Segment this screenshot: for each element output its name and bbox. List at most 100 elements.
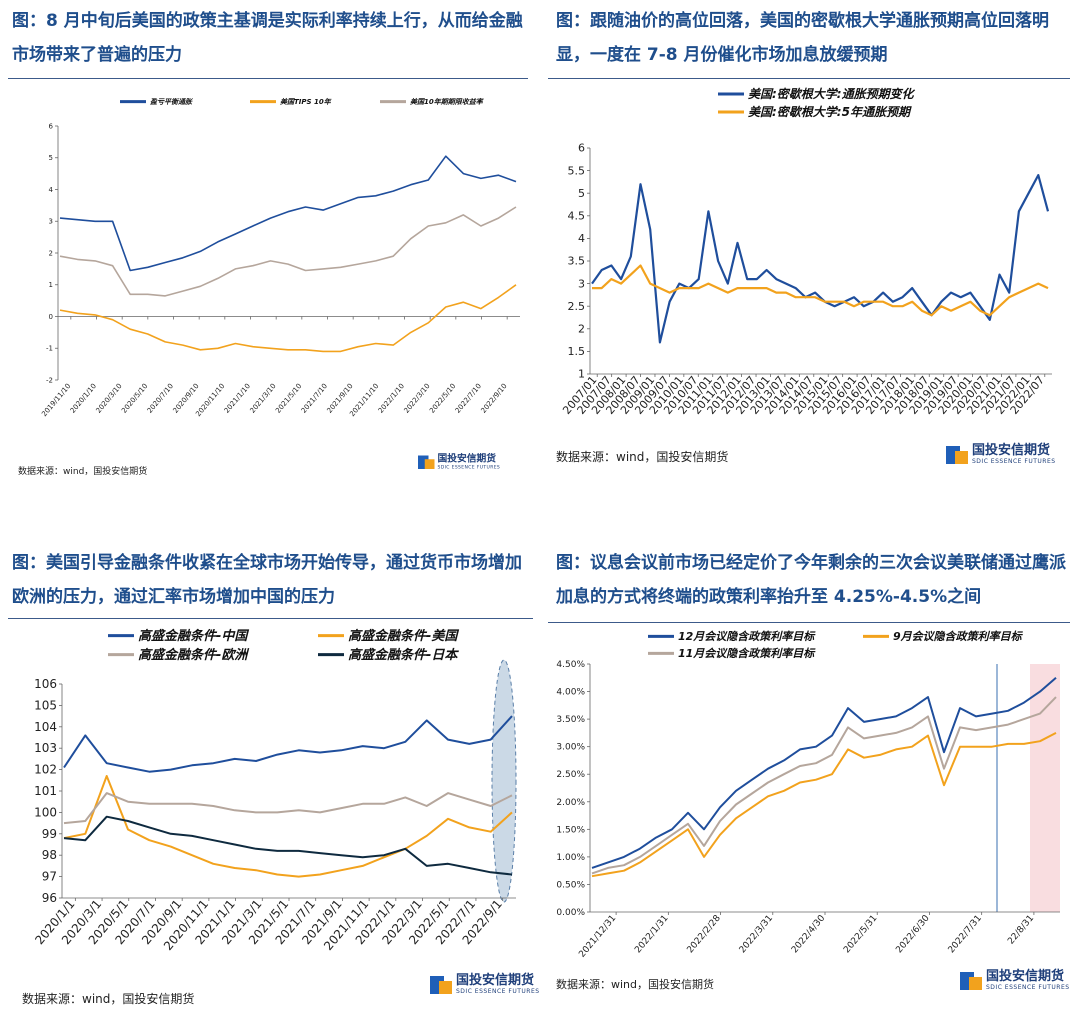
y-tick-label: 3.00%	[556, 743, 585, 753]
legend-label: 12月会议隐含政策利率目标	[678, 630, 816, 643]
x-tick-label: 2022/3/31	[738, 914, 775, 956]
y-tick-label: 4.00%	[556, 688, 585, 698]
x-tick-label: 2022/5/31	[842, 914, 879, 956]
x-tick-label: 2022/7/31	[947, 914, 984, 956]
series-line	[63, 715, 513, 773]
brand-logo: 国投安信期货 SDIC ESSENCE FUTURES	[960, 970, 1070, 992]
x-tick-label: 2022/9/10	[479, 382, 508, 415]
source-note: 数据来源：wind，国投安信期货	[18, 467, 148, 477]
y-tick-label: 2.50%	[556, 770, 585, 780]
y-tick-label: 2	[578, 322, 585, 335]
divider	[8, 618, 533, 619]
chart-michigan-inflation: 11.522.533.544.555.562007/012007/072008/…	[560, 87, 1052, 417]
y-tick-label: 5	[49, 154, 53, 162]
series-line	[63, 775, 513, 878]
y-tick-label: -2	[46, 376, 53, 384]
x-tick-label: 2022/6/30	[894, 913, 931, 955]
logo-en: SDIC ESSENCE FUTURES	[437, 464, 501, 470]
chart-real-rates: -2-101234562019/11/102020/1/102020/3/102…	[40, 97, 520, 418]
legend-label: 高盛金融条件-中国	[138, 628, 249, 644]
series-line	[591, 173, 1050, 344]
y-tick-label: 1.5	[568, 345, 586, 358]
divider	[8, 78, 528, 79]
y-tick-label: 99	[42, 827, 57, 841]
panel-2-title: 图：跟随油价的高位回落，美国的密歇根大学通胀预期高位回落明显，一度在 7-8 月…	[556, 11, 1049, 65]
source-note: 数据来源：wind，国投安信期货	[556, 450, 729, 464]
source-note: 数据来源：wind，国投安信期货	[556, 978, 715, 991]
y-tick-label: 106	[34, 677, 57, 691]
y-tick-label: 0.50%	[556, 880, 585, 890]
legend-label: 高盛金融条件-美国	[348, 628, 459, 644]
y-tick-label: 3.5	[568, 255, 586, 268]
y-tick-label: 97	[42, 870, 57, 884]
x-tick-label: 2019/11/10	[40, 382, 72, 418]
source-note: 数据来源：wind，国投安信期货	[22, 992, 195, 1006]
legend-label: 9月会议隐含政策利率目标	[893, 630, 1024, 643]
y-tick-label: 3	[49, 218, 53, 226]
x-tick-label: 2022/2/28	[686, 913, 723, 955]
brand-logo: 国投安信期货 SDIC ESSENCE FUTURES	[946, 444, 1056, 466]
highlight-band	[1030, 664, 1060, 912]
logo-mark-icon	[418, 455, 435, 469]
y-tick-label: -1	[46, 345, 53, 353]
legend-label: 美国:密歇根大学:通胀预期变化	[748, 87, 916, 101]
series-line	[63, 815, 513, 876]
y-tick-label: 0	[49, 313, 53, 321]
legend-label: 盈亏平衡通胀	[150, 97, 193, 106]
y-tick-label: 2	[49, 249, 53, 257]
y-tick-label: 6	[578, 142, 585, 155]
y-tick-label: 4.50%	[556, 660, 585, 670]
panel-4-title: 图：议息会议前市场已经定价了今年剩余的三次会议美联储通过鹰派加息的方式将终端的政…	[556, 553, 1066, 607]
y-tick-label: 3	[578, 277, 585, 290]
y-tick-label: 100	[34, 805, 57, 819]
panel-3-title: 图：美国引导金融条件收紧在全球市场开始传导，通过货币市场增加欧洲的压力，通过汇率…	[12, 553, 522, 607]
y-tick-label: 1	[578, 368, 585, 381]
chart-financial-conditions: 969798991001011021031041051062020/1/1202…	[32, 628, 517, 953]
logo-mark-icon	[430, 976, 452, 994]
y-tick-label: 5.5	[568, 164, 586, 177]
divider	[548, 622, 1070, 623]
legend-label: 美国10年期期限收益率	[410, 97, 485, 106]
legend-label: 美国TIPS 10年	[280, 97, 332, 106]
series-line	[59, 155, 517, 272]
y-tick-label: 1	[49, 281, 53, 289]
legend-label: 高盛金融条件-日本	[348, 647, 459, 663]
y-tick-label: 104	[34, 720, 57, 734]
logo-cn: 国投安信期货	[456, 973, 535, 988]
x-tick-label: 2021/12/31	[577, 914, 618, 960]
series-line	[591, 696, 1057, 875]
legend-label: 高盛金融条件-欧洲	[138, 647, 249, 663]
y-tick-label: 2.5	[568, 300, 586, 313]
y-tick-label: 4.5	[568, 209, 586, 222]
y-tick-label: 102	[34, 763, 57, 777]
y-tick-label: 2.00%	[556, 798, 585, 808]
logo-mark-icon	[960, 972, 982, 990]
divider	[548, 78, 1070, 79]
series-line	[59, 206, 517, 297]
brand-logo: 国投安信期货 SDIC ESSENCE FUTURES	[430, 974, 540, 996]
chart-fed-implied-rate: 0.00% 0.50% 1.00% 1.50% 2.00% 2.50% 3.00% 3.50%…	[556, 630, 1060, 960]
logo-cn: 国投安信期货	[972, 443, 1051, 458]
y-tick-label: 98	[42, 848, 57, 862]
series-line	[591, 677, 1057, 869]
logo-cn: 国投安信期货	[437, 453, 497, 465]
y-tick-label: 1.50%	[556, 825, 585, 835]
legend-label: 11月会议隐含政策利率目标	[678, 647, 816, 660]
series-line	[63, 792, 513, 825]
x-tick-label: 2022/4/30	[790, 913, 827, 955]
y-tick-label: 4	[578, 232, 585, 245]
legend-label: 美国:密歇根大学:5年通胀预期	[748, 105, 912, 119]
y-tick-label: 96	[42, 891, 57, 905]
x-tick-label: 2022/1/31	[633, 914, 670, 956]
x-tick-label: 22/8/31	[1006, 914, 1036, 947]
y-tick-label: 4	[49, 186, 54, 194]
y-tick-label: 5	[578, 187, 585, 200]
y-tick-label: 103	[34, 741, 57, 755]
y-tick-label: 3.50%	[556, 715, 585, 725]
logo-en: SDIC ESSENCE FUTURES	[972, 458, 1056, 465]
series-line	[592, 264, 1049, 317]
logo-mark-icon	[946, 446, 968, 464]
brand-logo: 国投安信期货 SDIC ESSENCE FUTURES	[418, 454, 500, 471]
series-line	[59, 284, 517, 353]
highlight-ellipse	[491, 659, 517, 903]
